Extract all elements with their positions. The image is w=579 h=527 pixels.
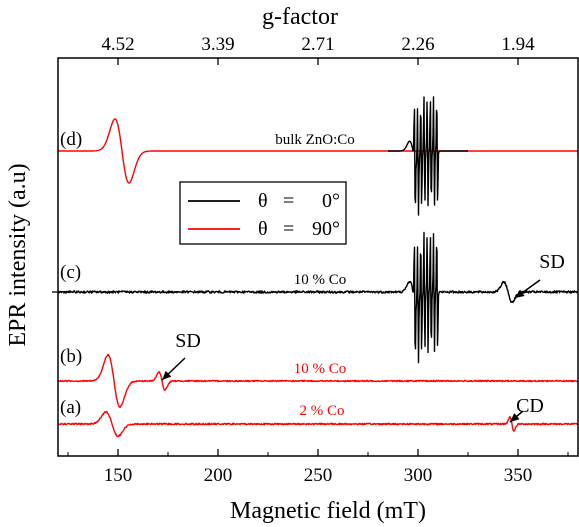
top-axis-title: g-factor — [262, 4, 338, 30]
top-tick-label: 2.71 — [301, 34, 334, 55]
trace-label: (a) — [60, 397, 81, 418]
arrow-head — [515, 289, 525, 298]
legend-label: θ — [258, 218, 268, 240]
x-tick-label: 250 — [304, 465, 333, 486]
annotation-label: SD — [539, 251, 565, 273]
legend-value: 0° — [322, 190, 340, 212]
trace-3 — [57, 353, 579, 409]
trace-label: (d) — [60, 129, 82, 150]
plot-frame — [57, 57, 579, 457]
annotation-label: SD — [175, 330, 201, 352]
top-tick-label: 2.26 — [401, 34, 434, 55]
legend-value: 90° — [312, 218, 340, 240]
trace-label: (b) — [60, 346, 82, 367]
axis-ticks — [52, 58, 569, 456]
top-tick-label: 3.39 — [201, 34, 234, 55]
trace-1 — [387, 96, 469, 216]
trace-label: (c) — [60, 262, 81, 283]
axis-labels: 150 200 250 300 350 4.52 3.39 2.71 2.26 1.94 Magne… — [5, 4, 535, 524]
trace-0 — [57, 118, 579, 184]
spectra-traces — [57, 96, 579, 438]
legend-equals: = — [283, 190, 294, 212]
x-tick-label: 200 — [204, 465, 233, 486]
legend-box — [179, 181, 347, 245]
arrow-head — [510, 413, 520, 422]
sample-label: 10 % Co — [294, 272, 347, 288]
legend-equals: = — [283, 218, 294, 240]
top-tick-label: 4.52 — [101, 34, 134, 55]
x-tick-label: 150 — [104, 465, 133, 486]
sample-label: 10 % Co — [294, 361, 347, 377]
top-tick-label: 1.94 — [501, 34, 535, 55]
annotations: (d) (c) (b) (a) bulk ZnO:Co 10 % Co 10 % Co 2 %… — [60, 129, 565, 423]
x-axis-title: Magnetic field (mT) — [230, 498, 426, 524]
y-axis-title: EPR intensity (a.u) — [5, 163, 31, 346]
sample-label: bulk ZnO:Co — [275, 132, 355, 148]
legend: θ = 0° θ = 90° — [179, 181, 347, 245]
trace-4 — [57, 410, 579, 438]
x-tick-label: 350 — [504, 465, 533, 486]
arrow-head — [162, 370, 172, 380]
trace-2 — [57, 231, 579, 364]
x-tick-label: 300 — [404, 465, 433, 486]
sample-label: 2 % Co — [300, 403, 345, 419]
legend-label: θ — [258, 190, 268, 212]
